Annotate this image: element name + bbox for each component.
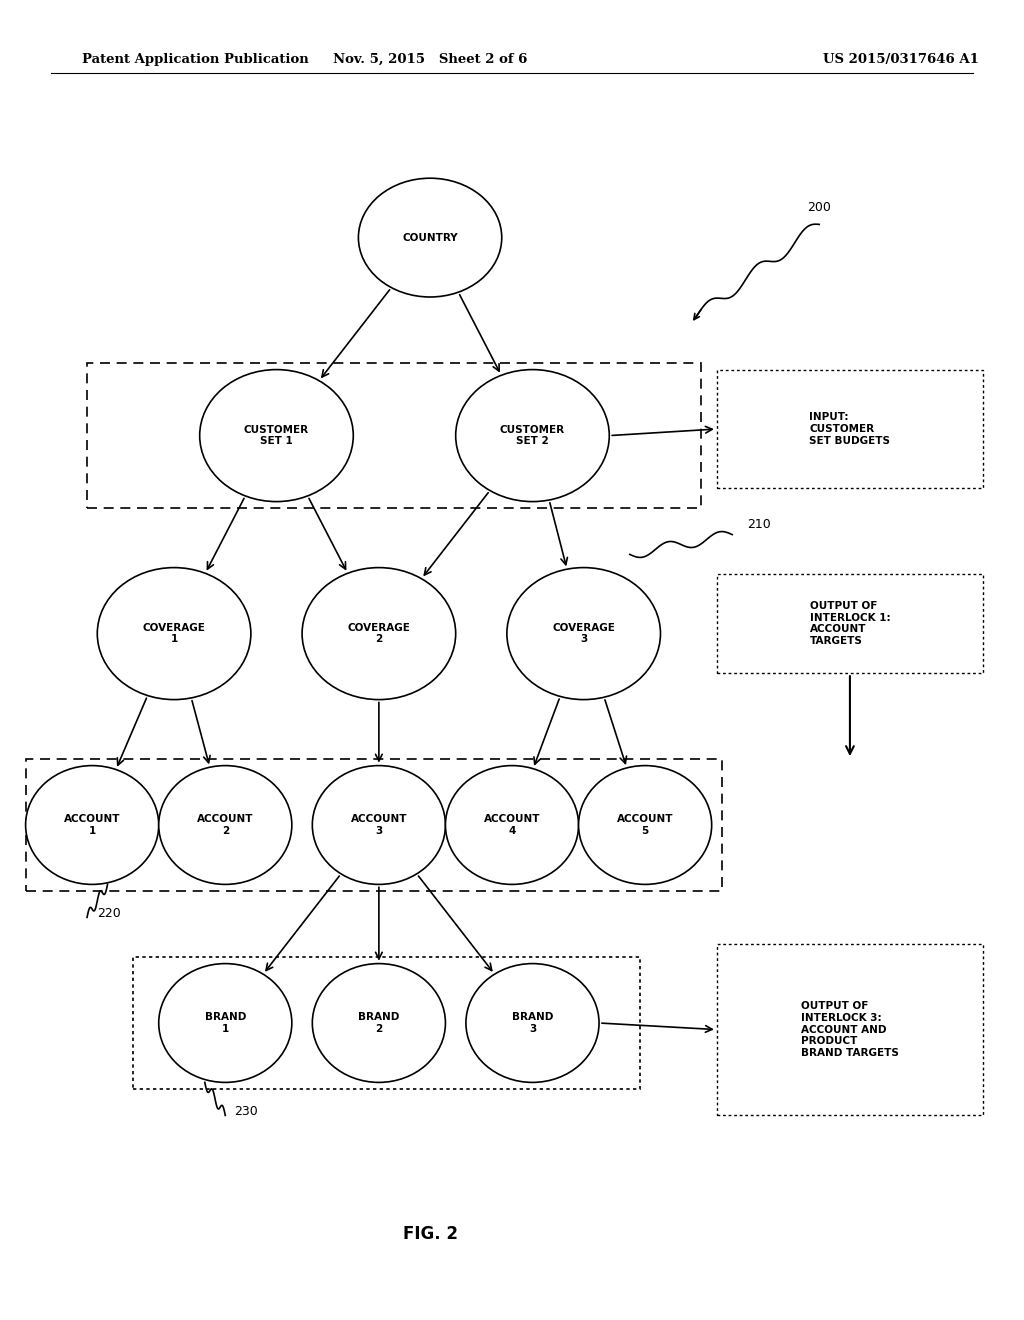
Ellipse shape <box>456 370 609 502</box>
Text: COVERAGE
1: COVERAGE 1 <box>142 623 206 644</box>
Text: OUTPUT OF
INTERLOCK 3:
ACCOUNT AND
PRODUCT
BRAND TARGETS: OUTPUT OF INTERLOCK 3: ACCOUNT AND PRODU… <box>801 1002 899 1057</box>
Text: CUSTOMER
SET 2: CUSTOMER SET 2 <box>500 425 565 446</box>
Ellipse shape <box>358 178 502 297</box>
Ellipse shape <box>159 766 292 884</box>
Ellipse shape <box>579 766 712 884</box>
FancyBboxPatch shape <box>717 574 983 673</box>
Ellipse shape <box>466 964 599 1082</box>
Text: 220: 220 <box>97 907 121 920</box>
Ellipse shape <box>159 964 292 1082</box>
Text: 200: 200 <box>807 201 831 214</box>
Text: ACCOUNT
4: ACCOUNT 4 <box>483 814 541 836</box>
Text: ACCOUNT
5: ACCOUNT 5 <box>616 814 674 836</box>
FancyBboxPatch shape <box>717 370 983 488</box>
Text: BRAND
1: BRAND 1 <box>205 1012 246 1034</box>
Text: Nov. 5, 2015   Sheet 2 of 6: Nov. 5, 2015 Sheet 2 of 6 <box>333 53 527 66</box>
Text: 230: 230 <box>233 1105 258 1118</box>
Ellipse shape <box>26 766 159 884</box>
Ellipse shape <box>97 568 251 700</box>
Text: COVERAGE
3: COVERAGE 3 <box>552 623 615 644</box>
Ellipse shape <box>312 964 445 1082</box>
Text: 210: 210 <box>748 517 771 531</box>
FancyBboxPatch shape <box>717 944 983 1115</box>
Text: INPUT:
CUSTOMER
SET BUDGETS: INPUT: CUSTOMER SET BUDGETS <box>809 412 891 446</box>
Text: OUTPUT OF
INTERLOCK 1:
ACCOUNT
TARGETS: OUTPUT OF INTERLOCK 1: ACCOUNT TARGETS <box>810 602 890 645</box>
Text: FIG. 2: FIG. 2 <box>402 1225 458 1243</box>
Ellipse shape <box>302 568 456 700</box>
Text: Patent Application Publication: Patent Application Publication <box>82 53 308 66</box>
Ellipse shape <box>445 766 579 884</box>
Ellipse shape <box>312 766 445 884</box>
Text: US 2015/0317646 A1: US 2015/0317646 A1 <box>823 53 979 66</box>
Text: BRAND
2: BRAND 2 <box>358 1012 399 1034</box>
Text: COUNTRY: COUNTRY <box>402 232 458 243</box>
Text: ACCOUNT
1: ACCOUNT 1 <box>63 814 121 836</box>
Ellipse shape <box>507 568 660 700</box>
Text: CUSTOMER
SET 1: CUSTOMER SET 1 <box>244 425 309 446</box>
Text: COVERAGE
2: COVERAGE 2 <box>347 623 411 644</box>
Text: ACCOUNT
3: ACCOUNT 3 <box>350 814 408 836</box>
Text: ACCOUNT
2: ACCOUNT 2 <box>197 814 254 836</box>
Text: BRAND
3: BRAND 3 <box>512 1012 553 1034</box>
Ellipse shape <box>200 370 353 502</box>
